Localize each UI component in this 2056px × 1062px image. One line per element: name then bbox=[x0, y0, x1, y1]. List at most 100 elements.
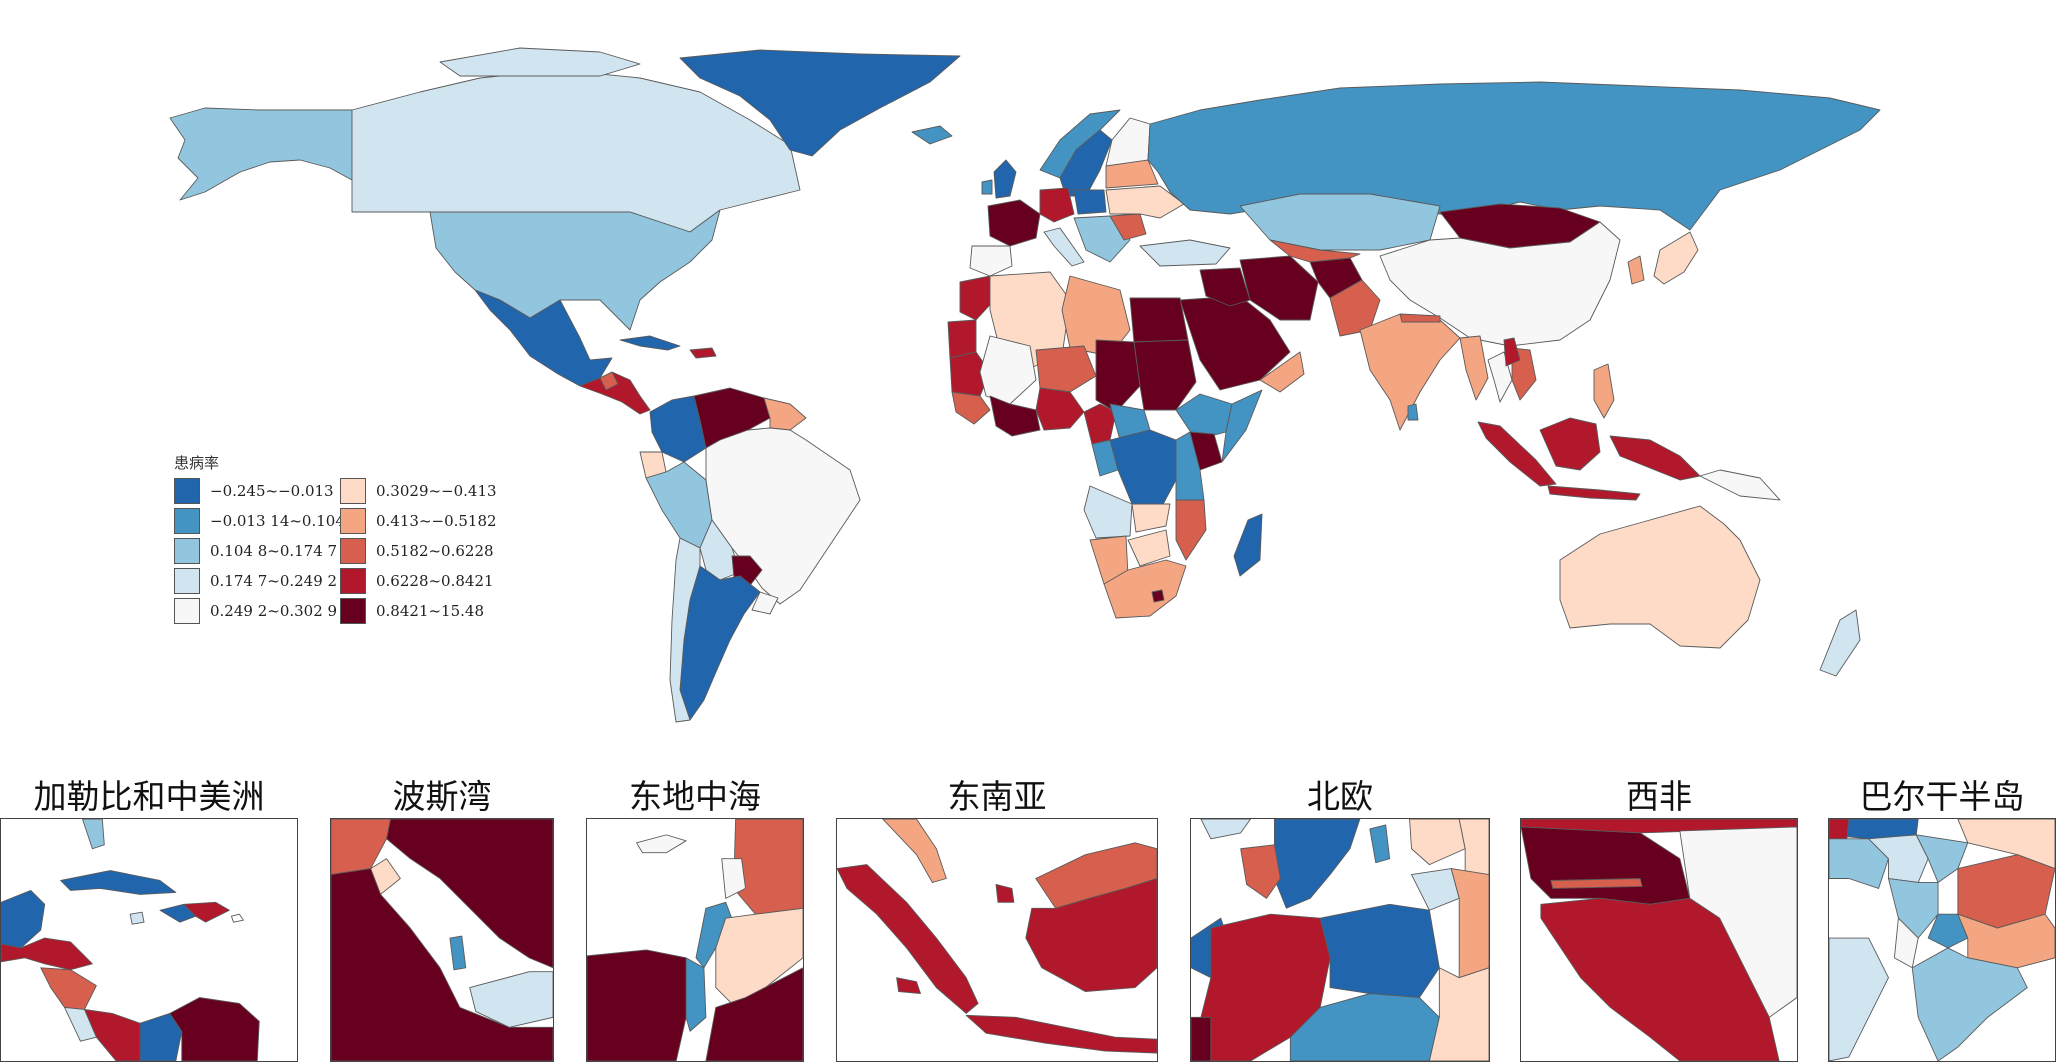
region-western-sahara bbox=[947, 319, 977, 359]
region-pakistan bbox=[1329, 279, 1381, 337]
region-indonesia-borneo bbox=[1539, 417, 1601, 471]
inset-title-east-mediterranean: 东地中海 bbox=[629, 777, 761, 816]
region-myanmar bbox=[1459, 335, 1489, 401]
region-mozambique bbox=[1175, 499, 1207, 561]
region-japan bbox=[1653, 231, 1699, 285]
region-botswana-zim bbox=[1127, 529, 1171, 567]
legend-label: 0.5182~0.6228 bbox=[376, 542, 494, 560]
region-ireland bbox=[981, 179, 993, 195]
russia-asia bbox=[1147, 81, 1881, 501]
inset-title-persian-gulf: 波斯湾 bbox=[392, 777, 492, 816]
region-cameroon bbox=[1083, 403, 1117, 445]
legend-swatch bbox=[340, 508, 366, 534]
legend-label: 0.104 8~0.174 7 bbox=[210, 542, 338, 560]
legend-label: 0.249 2~0.302 9 bbox=[210, 602, 338, 620]
region-south-africa bbox=[1103, 559, 1187, 619]
region-west-africa-coast bbox=[989, 395, 1041, 437]
region-nepal bbox=[1399, 313, 1441, 323]
region-somalia bbox=[1221, 389, 1263, 463]
region-iraq bbox=[1199, 267, 1251, 307]
region-belarus bbox=[1105, 159, 1159, 189]
region-guinea bbox=[951, 391, 991, 425]
region-lesotho bbox=[1151, 589, 1165, 603]
legend-label: 0.174 7~0.249 2 bbox=[210, 572, 338, 590]
south-america bbox=[639, 387, 861, 723]
legend-label: −0.013 14~0.104 8 bbox=[210, 512, 360, 530]
inset-title-northern-europe: 北欧 bbox=[1307, 777, 1373, 816]
region-russia bbox=[1147, 81, 1881, 231]
legend-label: −0.245~−0.013 14 bbox=[210, 482, 358, 500]
legend-label: 0.8421~15.48 bbox=[376, 602, 484, 620]
region-greenland bbox=[679, 49, 961, 157]
region-spain bbox=[969, 245, 1013, 277]
region-philippines bbox=[1593, 363, 1615, 419]
inset-title-west-africa: 西非 bbox=[1626, 777, 1692, 816]
map-legend: 患病率 −0.245~−0.013 14 −0.013 14~0.104 8 0… bbox=[174, 452, 514, 632]
legend-label: 0.413~−0.5182 bbox=[376, 512, 497, 530]
region-indonesia-east bbox=[1609, 435, 1701, 481]
legend-swatch bbox=[340, 598, 366, 624]
region-zambia bbox=[1131, 503, 1171, 533]
africa bbox=[947, 271, 1263, 619]
inset-title-caribbean: 加勒比和中美洲 bbox=[33, 777, 265, 816]
region-egypt bbox=[1129, 297, 1189, 343]
legend-swatch bbox=[340, 538, 366, 564]
legend-swatch bbox=[174, 508, 200, 534]
region-indonesia-java bbox=[1547, 485, 1641, 501]
region-alaska bbox=[169, 107, 353, 201]
region-australia bbox=[1559, 505, 1761, 649]
region-drc bbox=[1109, 429, 1177, 511]
legend-label: 0.6228~0.8421 bbox=[376, 572, 494, 590]
region-romania bbox=[1109, 213, 1147, 241]
inset-map-caribbean bbox=[0, 818, 298, 1062]
region-central-asia bbox=[1269, 239, 1361, 263]
legend-swatch bbox=[340, 568, 366, 594]
legend-swatch bbox=[174, 568, 200, 594]
region-balkans bbox=[1073, 215, 1131, 263]
inset-map-southeast-asia bbox=[836, 818, 1158, 1062]
region-niger bbox=[1035, 345, 1097, 393]
legend-swatch bbox=[174, 598, 200, 624]
region-ukraine bbox=[1105, 185, 1185, 219]
inset-map-east-mediterranean bbox=[586, 818, 804, 1062]
inset-map-west-africa bbox=[1520, 818, 1798, 1062]
legend-swatch bbox=[340, 478, 366, 504]
region-korea bbox=[1627, 255, 1645, 285]
region-yemen-oman bbox=[1259, 351, 1305, 393]
region-laos bbox=[1503, 337, 1521, 367]
region-uganda-tanzania bbox=[1175, 431, 1205, 501]
region-france bbox=[987, 199, 1041, 247]
region-madagascar bbox=[1233, 513, 1263, 577]
inset-title-balkans: 巴尔干半岛 bbox=[1859, 777, 2025, 816]
region-gabon-congo bbox=[1091, 439, 1119, 477]
inset-map-northern-europe bbox=[1190, 818, 1490, 1062]
europe bbox=[911, 109, 1231, 277]
north-america bbox=[169, 47, 961, 415]
region-uruguay bbox=[751, 591, 779, 615]
legend-swatch bbox=[174, 478, 200, 504]
region-poland bbox=[1073, 189, 1107, 215]
region-png bbox=[1699, 469, 1781, 501]
inset-map-persian-gulf bbox=[330, 818, 554, 1062]
region-uk bbox=[993, 159, 1017, 199]
region-new-zealand bbox=[1819, 609, 1861, 677]
region-chile bbox=[669, 537, 701, 723]
region-cuba bbox=[619, 335, 681, 351]
region-hispaniola bbox=[689, 347, 717, 359]
region-china bbox=[1379, 221, 1621, 347]
legend-label: 0.3029~−0.413 bbox=[376, 482, 497, 500]
region-sri-lanka bbox=[1407, 403, 1419, 421]
region-turkey bbox=[1139, 239, 1231, 267]
oceania bbox=[1559, 505, 1861, 677]
region-mexico bbox=[474, 289, 613, 387]
region-indonesia-sumatra bbox=[1477, 421, 1557, 487]
inset-title-southeast-asia: 东南亚 bbox=[947, 777, 1047, 816]
legend-swatch bbox=[174, 538, 200, 564]
region-arctic-islands bbox=[439, 47, 641, 77]
region-germany bbox=[1039, 187, 1075, 223]
legend-title: 患病率 bbox=[174, 454, 220, 472]
region-iceland bbox=[911, 125, 953, 145]
region-chad bbox=[1095, 339, 1141, 413]
region-italy bbox=[1043, 227, 1085, 267]
inset-map-balkans bbox=[1828, 818, 2056, 1062]
